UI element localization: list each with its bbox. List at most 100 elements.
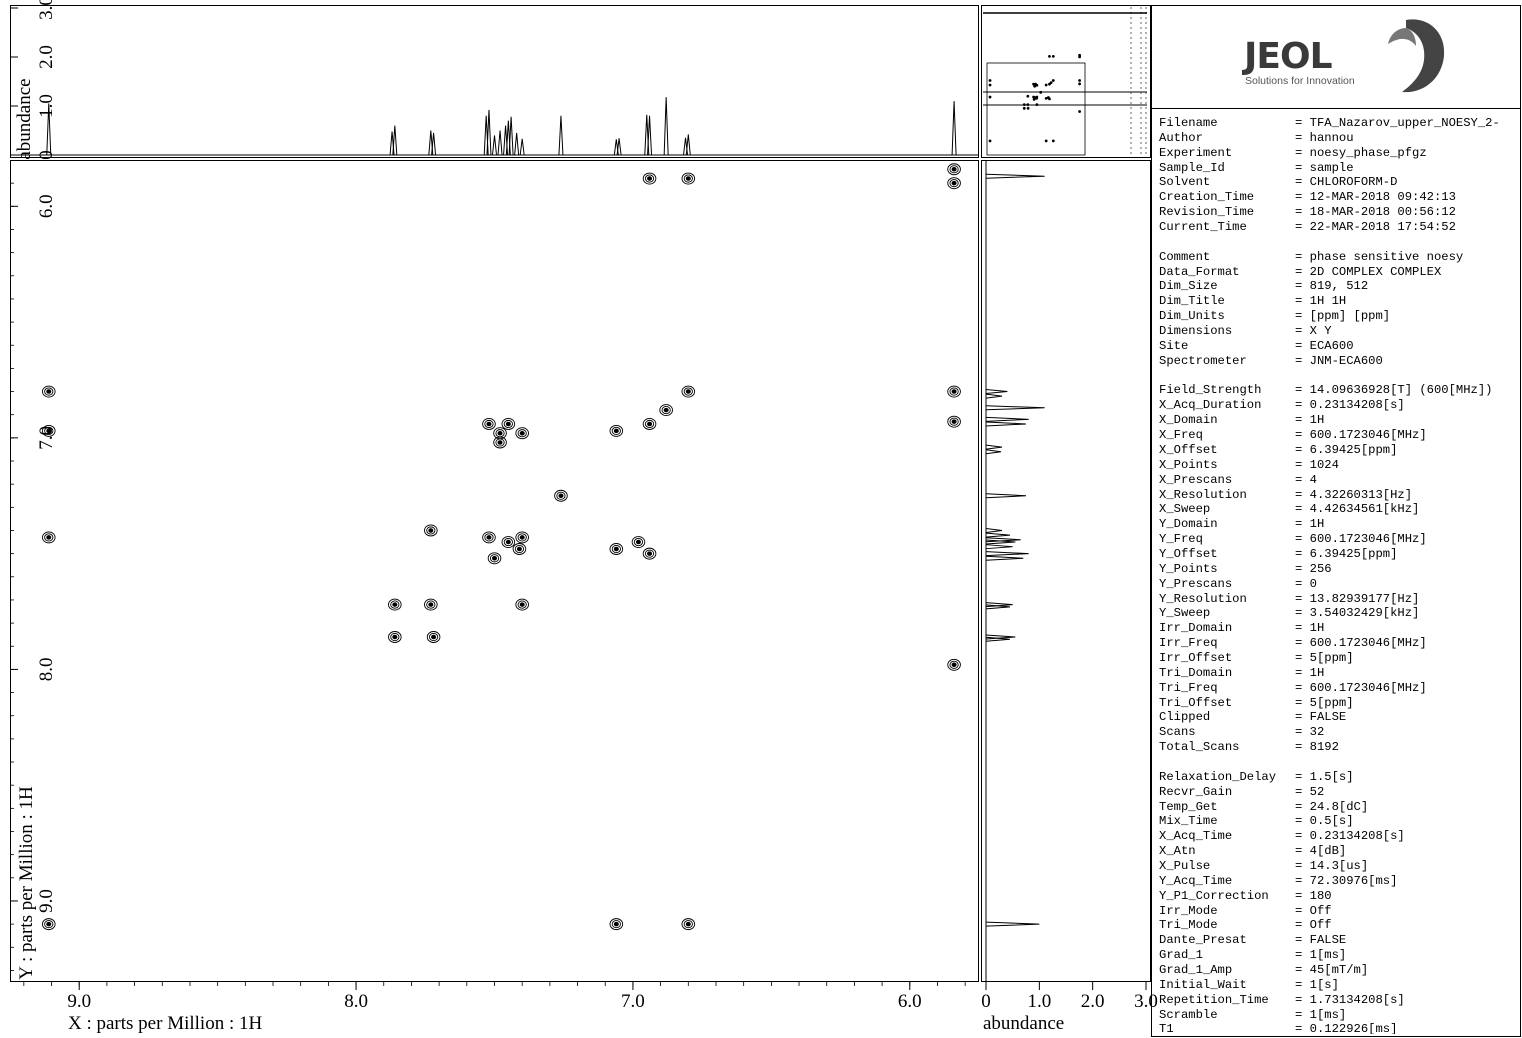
y-tick-label: 8.0 [36, 658, 57, 682]
overview-dot [1051, 54, 1055, 58]
acquisition-parameters: Filename = TFA_Nazarov_upper_NOESY_2- Auth… [1159, 116, 1521, 1034]
parameter-key: X_Freq [1159, 428, 1203, 443]
parameter-value: = FALSE [1295, 710, 1347, 725]
overview-dot [1033, 84, 1037, 88]
overview-dot [1035, 96, 1038, 100]
parameter-key: X_Points [1159, 457, 1218, 472]
jeol-brand-text: JEOL [1244, 36, 1333, 77]
parameter-value: = X Y [1295, 324, 1332, 339]
parameter-value: = 5[ppm] [1295, 695, 1354, 710]
info-panel-frame [1151, 5, 1521, 1037]
cross-peak [947, 415, 961, 428]
contour-level [497, 430, 503, 436]
cross-peak [947, 163, 961, 176]
cross-peak [41, 424, 56, 437]
contour-level [659, 404, 673, 417]
contour-level [947, 177, 961, 190]
contour-level [519, 430, 525, 436]
right-peak [985, 551, 1029, 557]
contour-level [647, 176, 653, 181]
cross-peak [659, 404, 673, 417]
info-divider [1151, 108, 1521, 109]
parameter-key: Recvr_Gain [1159, 784, 1233, 799]
cross-peak [41, 385, 56, 398]
parameter-key: X_Offset [1159, 442, 1218, 457]
contour-level [951, 167, 957, 172]
parameter-key: Scramble [1159, 1007, 1218, 1022]
right-peak [985, 173, 1045, 179]
right-peak [985, 921, 1040, 927]
parameter-key: Tri_Domain [1159, 665, 1233, 680]
contour-level [949, 417, 959, 426]
cross-peak [947, 177, 961, 190]
cross-peak [681, 172, 696, 185]
parameter-value: = 12-MAR-2018 09:42:13 [1295, 190, 1456, 205]
contour-level [392, 602, 398, 607]
parameter-key: Irr_Domain [1159, 621, 1233, 636]
parameter-value: = 0.122926[ms] [1295, 1022, 1398, 1034]
contour-level [609, 424, 624, 437]
right-peak [985, 405, 1045, 411]
cross-peak [681, 385, 696, 398]
cross-peak [515, 531, 529, 544]
contour-level [683, 920, 693, 929]
overview-dot [1032, 98, 1036, 101]
parameter-value: = 180 [1295, 888, 1332, 903]
parameter-key: Y_Points [1159, 561, 1218, 576]
contour-level [685, 389, 691, 394]
parameter-value: = 14.3[us] [1295, 859, 1369, 873]
right-projection-peaks [985, 160, 1045, 982]
contour-level [947, 163, 961, 176]
parameter-key: Experiment [1159, 145, 1233, 160]
cross-peak [609, 424, 624, 437]
cross-peak [482, 531, 496, 544]
overview-dot [1026, 106, 1030, 110]
parameter-key: Repetition_Time [1159, 992, 1269, 1007]
right-peak [985, 555, 1024, 561]
overview-dot [1035, 83, 1039, 87]
contour-level [613, 546, 619, 552]
overview-dot [1048, 54, 1051, 58]
parameter-key: Mix_Time [1159, 814, 1218, 829]
x-axis-label: X : parts per Million : 1H [68, 1013, 263, 1034]
contour-level [951, 419, 957, 424]
contour-level [558, 493, 564, 498]
parameter-value: = 24.8[dC] [1295, 799, 1369, 814]
contour-level [515, 427, 529, 440]
right-projection-x-label: abundance [983, 1013, 1065, 1034]
contour-level [501, 418, 516, 430]
parameter-key: Creation_Time [1159, 190, 1255, 205]
right-peak [985, 444, 1003, 450]
parameter-value: = Off [1295, 903, 1332, 918]
parameter-key: Grad_1_Amp [1159, 963, 1233, 978]
top-y-tick-label: 0 [36, 150, 57, 160]
cross-peak [515, 427, 529, 440]
contour-level [390, 600, 400, 609]
parameter-value: = 0.23134208[s] [1295, 829, 1405, 844]
parameter-value: = 600.1723046[MHz] [1295, 428, 1427, 443]
contour-level [685, 176, 691, 181]
overview-dot [1048, 97, 1051, 101]
cross-peak [554, 489, 568, 502]
contour-level [390, 632, 400, 642]
parameter-value: = 4 [1295, 472, 1317, 487]
parameter-key: X_Resolution [1159, 487, 1247, 502]
right-x-tick-label: 0 [981, 991, 991, 1012]
contour-level [429, 632, 439, 642]
overview-dot [1022, 103, 1026, 107]
parameter-key: Dim_Units [1159, 309, 1225, 324]
cross-peak [642, 547, 657, 560]
contour-level [41, 918, 56, 931]
overview-dot [988, 79, 992, 82]
contour-level [951, 389, 957, 394]
contour-level [428, 528, 434, 533]
contour-level [515, 531, 529, 544]
top-peak [647, 115, 653, 156]
jeol-swirl-icon [1388, 19, 1445, 93]
parameter-key: Dim_Title [1159, 294, 1225, 309]
parameter-value: = 600.1723046[MHz] [1295, 532, 1427, 547]
top-peak [486, 109, 492, 156]
parameter-key: Field_Strength [1159, 383, 1262, 398]
main-plot-frame [10, 160, 979, 982]
parameter-key: Sample_Id [1159, 160, 1225, 175]
